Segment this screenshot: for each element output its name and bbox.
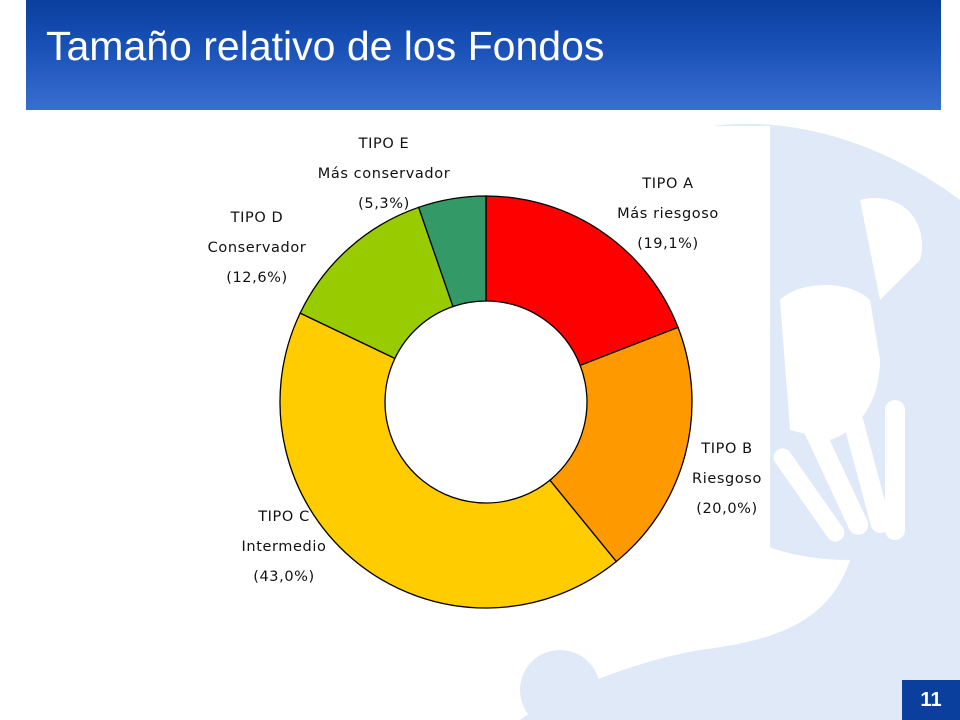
label-name: TIPO A xyxy=(641,176,693,192)
slide-header: Tamaño relativo de los Fondos xyxy=(26,0,941,110)
label-name: TIPO E xyxy=(358,136,410,152)
label-description: Más riesgoso xyxy=(617,206,719,222)
label-value: (20,0%) xyxy=(696,501,758,517)
label-value: (19,1%) xyxy=(637,236,699,252)
label-description: Más conservador xyxy=(318,166,451,182)
label-tipo-b: TIPO B Riesgoso (20,0%) xyxy=(692,441,762,517)
label-tipo-c: TIPO C Intermedio (43,0%) xyxy=(242,509,327,585)
label-name: TIPO B xyxy=(700,441,752,457)
slice-tipo-e xyxy=(417,195,487,308)
slide-title: Tamaño relativo de los Fondos xyxy=(46,23,605,69)
label-tipo-d: TIPO D Conservador (12,6%) xyxy=(208,210,307,286)
label-name: TIPO D xyxy=(230,210,284,226)
label-tipo-e: TIPO E Más conservador (5,3%) xyxy=(318,136,451,212)
label-tipo-a: TIPO A Más riesgoso (19,1%) xyxy=(617,176,719,252)
page-number: 11 xyxy=(902,680,960,720)
label-value: (12,6%) xyxy=(226,270,288,286)
slice-tipo-a xyxy=(485,195,679,367)
label-description: Riesgoso xyxy=(692,471,762,487)
slice-tipo-c xyxy=(279,312,618,609)
label-description: Conservador xyxy=(208,240,307,256)
label-value: (43,0%) xyxy=(253,569,315,585)
label-value: (5,3%) xyxy=(358,196,410,212)
label-name: TIPO C xyxy=(257,509,310,525)
slice-tipo-b xyxy=(548,326,693,563)
label-description: Intermedio xyxy=(242,539,327,555)
